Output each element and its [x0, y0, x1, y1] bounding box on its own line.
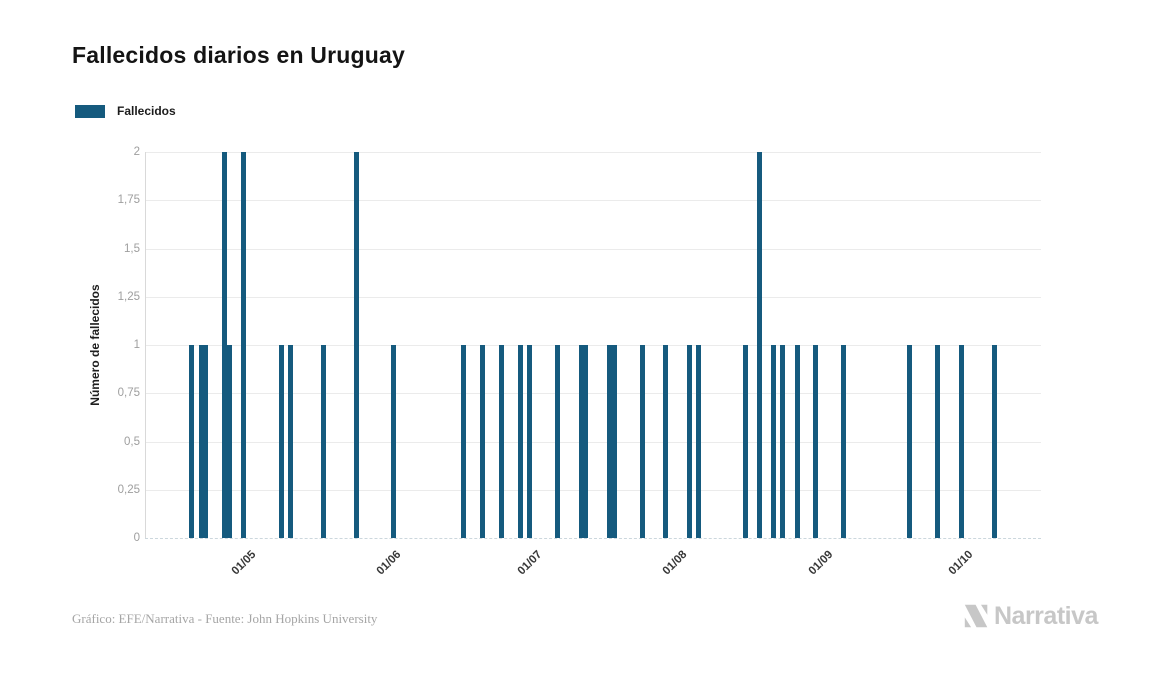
watermark-text: Narrativa	[994, 602, 1098, 630]
bar[interactable]	[663, 345, 669, 538]
x-tick-label: 01/08	[660, 548, 690, 578]
y-tick-label: 1	[133, 339, 140, 351]
bar[interactable]	[499, 345, 505, 538]
bar[interactable]	[241, 152, 246, 538]
bar[interactable]	[480, 345, 486, 538]
x-tick-label: 01/06	[374, 548, 404, 578]
bar[interactable]	[686, 345, 692, 538]
bar[interactable]	[203, 345, 209, 538]
bar[interactable]	[794, 345, 800, 538]
x-axis-baseline	[145, 538, 1041, 539]
source-credit: Gráfico: EFE/Narrativa - Fuente: John Ho…	[72, 611, 378, 626]
bar[interactable]	[958, 345, 964, 538]
bar[interactable]	[198, 345, 204, 538]
bar[interactable]	[527, 345, 533, 538]
bar[interactable]	[907, 345, 913, 538]
legend-item-fallecidos[interactable]: Fallecidos	[75, 104, 176, 118]
bar[interactable]	[578, 345, 584, 538]
bar[interactable]	[757, 152, 763, 538]
narrativa-logo-icon	[964, 604, 988, 628]
x-tick-label: 01/09	[806, 548, 835, 578]
bar[interactable]	[222, 152, 228, 538]
gridline	[145, 152, 1041, 153]
bar[interactable]	[226, 345, 232, 538]
gridline	[145, 441, 1041, 443]
narrativa-watermark: Narrativa	[963, 602, 1098, 631]
bar[interactable]	[555, 345, 561, 538]
page-title: Fallecidos diarios en Uruguay	[72, 42, 405, 68]
bar[interactable]	[461, 345, 467, 538]
x-tick-label: 01/05	[229, 548, 258, 578]
y-tick-label: 1,25	[117, 290, 140, 303]
x-tick-label: 01/07	[515, 548, 545, 578]
bar[interactable]	[639, 345, 645, 538]
gridline	[145, 345, 1041, 346]
gridline	[145, 200, 1041, 202]
bar[interactable]	[696, 345, 702, 538]
bar[interactable]	[189, 345, 195, 538]
gridline	[145, 393, 1041, 395]
y-axis-line	[145, 152, 146, 538]
bar[interactable]	[771, 345, 777, 538]
y-tick-label: 2	[133, 146, 140, 158]
bar[interactable]	[278, 345, 284, 538]
gridline	[145, 489, 1041, 491]
bar[interactable]	[320, 345, 326, 538]
gridline	[145, 296, 1041, 298]
bar[interactable]	[935, 345, 941, 538]
y-tick-label: 0,5	[124, 435, 140, 448]
gridline	[145, 248, 1041, 250]
bar[interactable]	[991, 345, 997, 538]
bar[interactable]	[780, 345, 786, 538]
bar[interactable]	[583, 345, 589, 538]
y-tick-label: 0	[133, 532, 140, 544]
bar[interactable]	[742, 345, 748, 538]
y-tick-label: 1,75	[117, 194, 140, 207]
bar[interactable]	[606, 345, 612, 538]
y-tick-label: 0,75	[117, 387, 140, 400]
y-tick-label: 0,25	[117, 483, 140, 496]
legend-swatch	[75, 104, 105, 118]
bar[interactable]	[841, 345, 847, 538]
y-tick-label: 1,5	[124, 242, 140, 255]
bar[interactable]	[611, 345, 617, 538]
bar[interactable]	[517, 345, 523, 538]
bar[interactable]	[391, 345, 397, 538]
x-tick-label: 01/10	[946, 548, 976, 578]
legend-label: Fallecidos	[117, 104, 176, 118]
bar[interactable]	[287, 345, 293, 538]
bar[interactable]	[813, 345, 819, 538]
bar[interactable]	[353, 152, 359, 538]
